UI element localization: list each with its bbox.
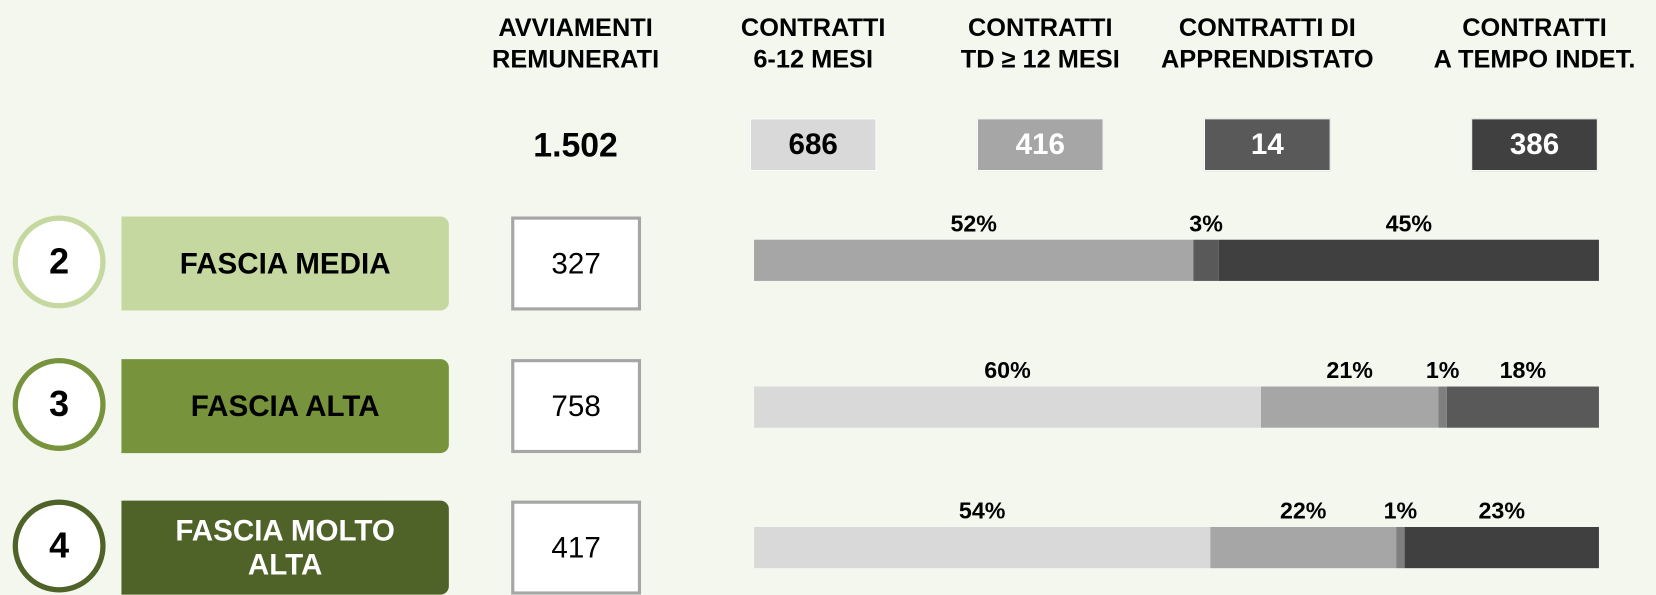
percent-label: 52%: [950, 210, 997, 237]
count-box: 417: [511, 500, 642, 595]
level-badge: FASCIA ALTA: [121, 359, 449, 454]
bar-segment: [754, 239, 1194, 281]
percent-label: 23%: [1478, 497, 1526, 524]
bar-segment: [1210, 526, 1397, 569]
badge-line: FASCIA MOLTO: [175, 513, 395, 547]
header-line: AVVIAMENTI: [498, 13, 653, 43]
bar-segment: [1218, 239, 1599, 281]
level-badge: FASCIA MEDIA: [121, 216, 449, 311]
badge-line: ALTA: [247, 547, 323, 581]
grand-total: 1.502: [533, 125, 618, 164]
bar-segment: [1438, 386, 1447, 428]
header-line: CONTRATTI: [1462, 13, 1607, 43]
header-line: CONTRATTI: [740, 13, 886, 43]
bar-segment: [1404, 526, 1599, 569]
bar-segment: [1193, 239, 1219, 281]
badge-line: FASCIA ALTA: [190, 389, 380, 422]
bar-segment: [754, 526, 1211, 569]
percent-label: 60%: [984, 356, 1031, 384]
bar-segment: [754, 386, 1261, 428]
level-circle: 3: [12, 358, 106, 451]
percent-label: 3%: [1189, 210, 1223, 237]
percent-label: 54%: [958, 497, 1006, 524]
header-line: 6-12 MESI: [753, 45, 874, 74]
level-circle: 2: [12, 215, 106, 309]
header-line: REMUNERATI: [492, 45, 660, 74]
bar-segment: [1446, 386, 1599, 428]
column-total: 14: [1203, 118, 1331, 172]
header-line: CONTRATTI DI: [1178, 13, 1356, 43]
column-header: CONTRATTI DI APPRENDISTATO: [1130, 13, 1405, 76]
header-line: TD ≥ 12 MESI: [960, 45, 1120, 74]
column-header: CONTRATTI TD ≥ 12 MESI: [903, 13, 1178, 76]
percent-label: 18%: [1499, 356, 1547, 384]
count-box: 327: [511, 216, 642, 311]
header-line: A TEMPO INDET.: [1433, 45, 1636, 74]
percent-label: 22%: [1279, 497, 1327, 524]
count-box: 758: [511, 359, 642, 454]
column-total: 686: [749, 118, 877, 172]
level-badge: FASCIA MOLTO ALTA: [121, 500, 449, 595]
column-header: AVVIAMENTI REMUNERATI: [438, 13, 713, 76]
column-header: CONTRATTI A TEMPO INDET.: [1397, 13, 1656, 76]
header-line: CONTRATTI: [967, 13, 1113, 43]
bar-segment: [1396, 526, 1405, 569]
percent-label: 1%: [1425, 356, 1460, 384]
header-line: APPRENDISTATO: [1160, 45, 1374, 74]
level-circle: 4: [12, 499, 106, 593]
percent-label: 1%: [1383, 497, 1418, 524]
percent-label: 21%: [1326, 356, 1373, 384]
bar-segment: [1260, 386, 1439, 428]
badge-line: FASCIA MEDIA: [179, 246, 391, 280]
column-header: CONTRATTI 6-12 MESI: [676, 13, 951, 76]
column-total: 416: [976, 118, 1104, 172]
percent-label: 45%: [1385, 210, 1433, 237]
column-total: 386: [1471, 118, 1598, 172]
